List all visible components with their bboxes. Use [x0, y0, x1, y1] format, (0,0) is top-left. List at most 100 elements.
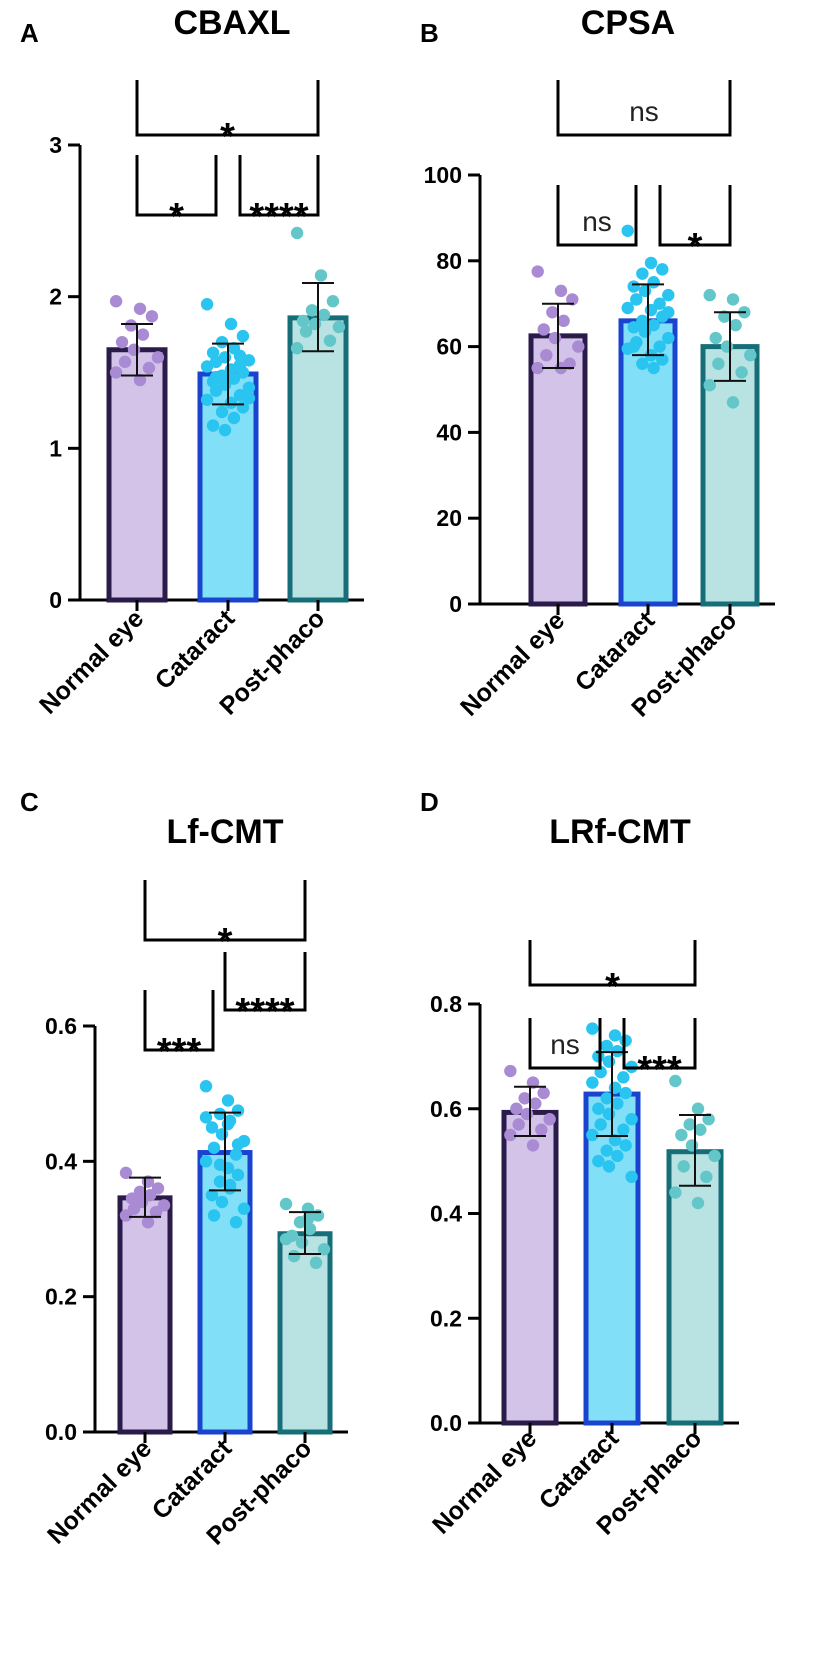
data-point — [279, 1232, 293, 1246]
data-point — [608, 1081, 622, 1095]
significance-bracket — [622, 1018, 697, 1070]
data-point — [215, 335, 229, 349]
data-point — [644, 256, 658, 270]
data-point — [224, 317, 238, 331]
data-point — [510, 1102, 523, 1115]
data-point — [287, 1249, 301, 1263]
data-point — [647, 361, 660, 375]
data-point — [295, 1236, 309, 1249]
data-point — [557, 314, 570, 328]
data-point — [229, 1148, 243, 1161]
data-point — [213, 1175, 227, 1188]
data-point — [207, 1141, 221, 1155]
data-point — [702, 1113, 715, 1126]
data-point — [531, 265, 544, 278]
data-point — [231, 1104, 245, 1117]
data-point — [677, 1160, 690, 1173]
data-point — [118, 355, 132, 369]
chart-title: LRf-CMT — [549, 813, 691, 851]
data-point — [669, 1186, 682, 1199]
data-point — [209, 370, 223, 384]
data-point — [119, 1166, 133, 1180]
bar-2 — [277, 1231, 333, 1435]
significance-label: * — [220, 116, 235, 158]
panel-letter: C — [20, 787, 39, 817]
data-point — [627, 280, 640, 293]
panel-letter: B — [420, 18, 439, 48]
points-0 — [504, 1064, 556, 1152]
significance-label: * — [688, 226, 703, 268]
data-point — [125, 1192, 139, 1205]
data-point — [332, 320, 346, 334]
chart-title: CBAXL — [173, 4, 290, 42]
y-tick-label: 0.4 — [430, 1201, 462, 1227]
data-point — [537, 1086, 550, 1100]
data-point — [279, 1197, 293, 1211]
data-point — [290, 342, 304, 355]
data-point — [223, 1178, 237, 1192]
significance-label: * — [218, 921, 233, 963]
data-point — [142, 361, 156, 375]
y-tick-label: 0.4 — [45, 1148, 77, 1174]
data-point — [227, 411, 241, 425]
data-point — [691, 1196, 705, 1210]
data-point — [127, 343, 141, 356]
data-point — [215, 1195, 229, 1209]
data-point — [531, 361, 544, 375]
data-point — [619, 1139, 632, 1152]
significance-label: * — [605, 966, 620, 1008]
significance-label: **** — [249, 196, 308, 238]
panel-letter: D — [420, 787, 439, 817]
data-point — [231, 1168, 245, 1182]
data-point — [323, 334, 337, 347]
y-tick-label: 1 — [49, 435, 62, 461]
data-point — [229, 1216, 243, 1229]
data-point — [231, 1138, 245, 1151]
category-label: Normal eye — [42, 1434, 157, 1549]
data-point — [592, 1102, 605, 1115]
significance-label: ns — [582, 206, 612, 237]
significance-bracket — [143, 990, 215, 1052]
data-point — [662, 288, 675, 302]
data-point — [735, 366, 748, 379]
data-point — [314, 269, 328, 282]
data-point — [683, 1118, 696, 1131]
y-tick-label: 40 — [436, 419, 462, 445]
data-point — [662, 331, 675, 345]
data-point — [317, 308, 331, 322]
data-point — [703, 288, 716, 302]
data-point — [215, 405, 229, 419]
data-point — [662, 306, 675, 319]
y-tick-label: 0.0 — [45, 1419, 77, 1445]
data-point — [296, 314, 310, 328]
data-point — [141, 1216, 155, 1229]
data-point — [602, 1055, 616, 1068]
data-point — [119, 1209, 133, 1222]
data-point — [200, 360, 214, 373]
data-point — [653, 297, 666, 310]
y-tick-label: 60 — [436, 334, 462, 360]
data-point — [224, 396, 238, 410]
data-point — [109, 366, 123, 379]
y-tick-label: 0.6 — [45, 1013, 77, 1039]
data-point — [151, 351, 165, 364]
points-0 — [109, 295, 165, 387]
data-point — [669, 1074, 682, 1088]
data-point — [512, 1118, 525, 1131]
data-point — [303, 1222, 317, 1236]
data-point — [554, 284, 568, 298]
data-point — [535, 1123, 548, 1136]
data-point — [694, 1123, 707, 1136]
data-point — [213, 1158, 227, 1171]
data-point — [685, 1139, 699, 1152]
data-point — [207, 1209, 221, 1222]
data-point — [206, 419, 220, 432]
data-point — [199, 1111, 213, 1124]
data-point — [712, 357, 725, 370]
data-point — [600, 1144, 613, 1157]
data-point — [602, 1160, 616, 1173]
data-point — [233, 349, 247, 363]
category-label: Normal eye — [455, 606, 570, 721]
